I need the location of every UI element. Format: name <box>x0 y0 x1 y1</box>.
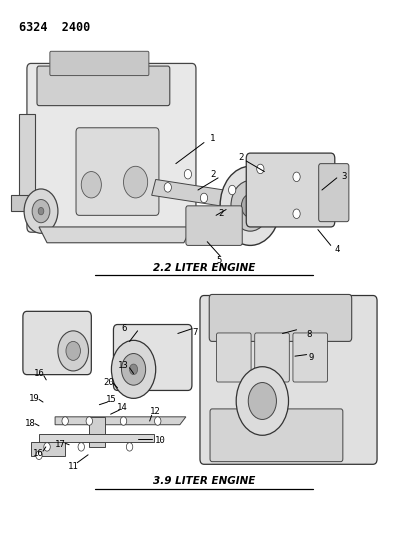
Text: 3.9 LITER ENGINE: 3.9 LITER ENGINE <box>153 476 255 486</box>
Polygon shape <box>55 417 186 425</box>
Circle shape <box>86 417 93 425</box>
Circle shape <box>62 417 69 425</box>
Circle shape <box>247 201 253 210</box>
Polygon shape <box>19 114 35 198</box>
FancyBboxPatch shape <box>246 153 335 227</box>
Polygon shape <box>31 442 65 456</box>
Circle shape <box>58 331 89 371</box>
Text: 2: 2 <box>211 169 216 179</box>
FancyBboxPatch shape <box>209 294 352 342</box>
Circle shape <box>293 172 300 182</box>
Circle shape <box>130 364 137 375</box>
Circle shape <box>24 189 58 233</box>
FancyBboxPatch shape <box>210 409 343 462</box>
FancyBboxPatch shape <box>255 333 289 382</box>
Text: 18: 18 <box>25 418 35 427</box>
Circle shape <box>120 417 127 425</box>
Text: 16: 16 <box>33 449 44 458</box>
Text: 20: 20 <box>103 377 114 386</box>
FancyBboxPatch shape <box>319 164 349 222</box>
Circle shape <box>78 443 84 451</box>
FancyBboxPatch shape <box>113 325 192 391</box>
Circle shape <box>32 199 50 223</box>
Text: 6324  2400: 6324 2400 <box>19 21 90 34</box>
Circle shape <box>257 164 264 174</box>
Polygon shape <box>11 195 35 211</box>
Text: 5: 5 <box>217 256 222 265</box>
Circle shape <box>111 341 156 398</box>
Text: 4: 4 <box>335 245 340 254</box>
Circle shape <box>126 443 133 451</box>
FancyBboxPatch shape <box>37 66 170 106</box>
Circle shape <box>236 367 288 435</box>
Polygon shape <box>152 180 224 206</box>
Circle shape <box>66 342 80 360</box>
Circle shape <box>242 194 259 217</box>
Circle shape <box>293 209 300 219</box>
Polygon shape <box>89 417 105 447</box>
Text: 13: 13 <box>118 361 129 369</box>
Circle shape <box>220 166 280 245</box>
Text: 9: 9 <box>308 353 314 362</box>
Circle shape <box>228 185 236 195</box>
Circle shape <box>164 183 171 192</box>
Circle shape <box>122 353 146 385</box>
Circle shape <box>231 181 270 231</box>
Circle shape <box>38 207 44 215</box>
Text: 6: 6 <box>122 324 127 333</box>
Circle shape <box>184 169 191 179</box>
Text: 8: 8 <box>306 329 311 338</box>
Text: 2: 2 <box>218 209 224 218</box>
Text: 1: 1 <box>209 134 215 143</box>
Text: 17: 17 <box>55 440 66 449</box>
FancyBboxPatch shape <box>200 295 377 464</box>
Circle shape <box>124 166 148 198</box>
Text: 10: 10 <box>155 436 166 445</box>
FancyBboxPatch shape <box>217 333 251 382</box>
Text: 2: 2 <box>238 154 244 163</box>
FancyBboxPatch shape <box>76 128 159 215</box>
Text: 11: 11 <box>67 462 78 471</box>
FancyBboxPatch shape <box>23 311 91 375</box>
Circle shape <box>248 383 277 419</box>
Circle shape <box>200 193 208 203</box>
Text: 14: 14 <box>118 403 128 413</box>
Text: 16: 16 <box>33 369 44 378</box>
Circle shape <box>155 417 161 425</box>
Text: 12: 12 <box>150 407 161 416</box>
Text: 7: 7 <box>193 328 198 337</box>
FancyBboxPatch shape <box>27 63 196 232</box>
Text: 19: 19 <box>29 394 40 403</box>
Circle shape <box>36 451 42 459</box>
FancyBboxPatch shape <box>186 206 242 245</box>
Polygon shape <box>39 434 154 442</box>
Circle shape <box>44 443 50 451</box>
Text: 3: 3 <box>341 172 347 181</box>
Text: 15: 15 <box>106 395 117 405</box>
Circle shape <box>81 172 101 198</box>
FancyBboxPatch shape <box>50 51 149 76</box>
Polygon shape <box>39 227 192 243</box>
FancyBboxPatch shape <box>293 333 328 382</box>
Text: 2.2 LITER ENGINE: 2.2 LITER ENGINE <box>153 263 255 273</box>
